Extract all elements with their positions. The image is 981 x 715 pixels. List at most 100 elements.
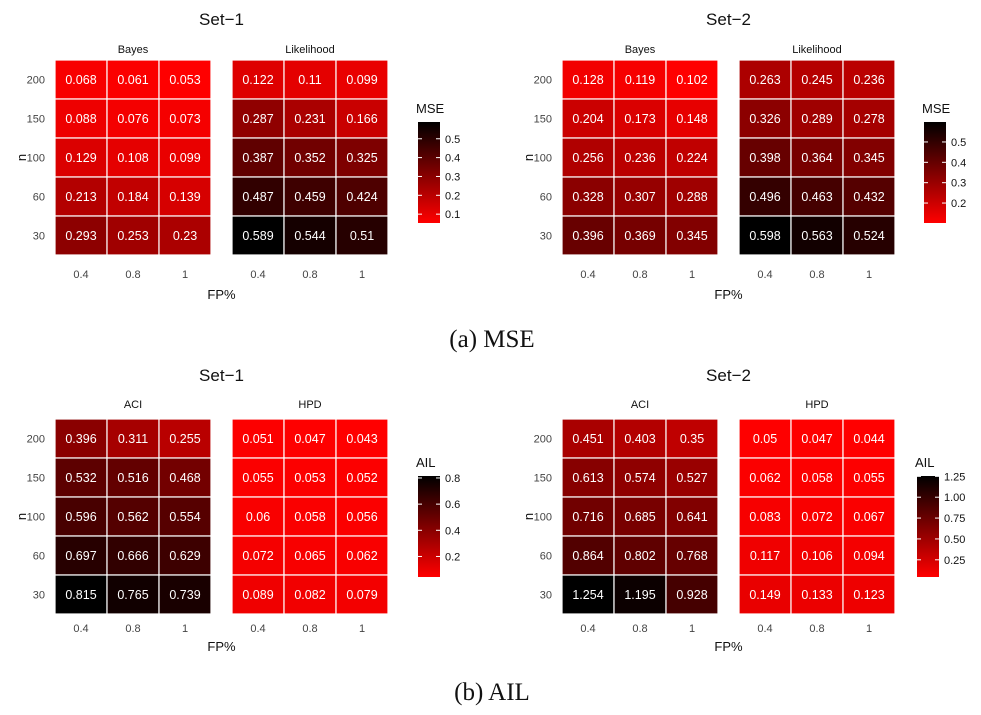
legend-title: AIL — [915, 455, 935, 470]
chart-title: Set−2 — [706, 10, 751, 29]
cell-value-label: 0.052 — [346, 471, 377, 485]
cell-value-label: 0.451 — [572, 432, 603, 446]
cell-value-label: 0.364 — [801, 151, 832, 165]
cell-value-label: 0.51 — [350, 229, 374, 243]
legend-title: AIL — [416, 455, 436, 470]
caption-ail: (b) AIL — [454, 679, 530, 706]
heatmap-cell — [54, 59, 108, 100]
colorbar-tick-label: 0.2 — [445, 551, 460, 563]
x-tick-label: 1 — [359, 269, 365, 281]
cell-value-label: 0.613 — [572, 471, 603, 485]
heatmap-cell — [842, 574, 896, 615]
cell-value-label: 0.35 — [680, 432, 704, 446]
cell-value-label: 0.496 — [749, 190, 780, 204]
heatmap-cell — [790, 137, 844, 178]
heatmap-cell — [283, 215, 337, 256]
cell-value-label: 0.119 — [625, 73, 655, 87]
x-tick-label: 1 — [866, 269, 872, 281]
y-tick-label: 150 — [534, 114, 552, 126]
heatmap-chart-1: Set−1 200 150 100 60 30 n Bayes 0.068 0.061 0.053 0… — [14, 10, 460, 302]
cell-value-label: 0.598 — [749, 229, 780, 243]
cell-value-label: 0.056 — [346, 510, 377, 524]
heatmap-cell — [665, 574, 719, 615]
x-tick-label: 0.4 — [250, 269, 265, 281]
cell-value-label: 0.122 — [242, 73, 273, 87]
cell-value-label: 0.398 — [749, 151, 780, 165]
heatmap-cell — [158, 418, 212, 459]
cell-value-label: 0.864 — [572, 549, 603, 563]
facet-label: HPD — [298, 399, 321, 411]
cell-value-label: 0.117 — [750, 549, 780, 563]
heatmap-cell — [54, 457, 108, 498]
cell-value-label: 0.463 — [801, 190, 832, 204]
cell-value-label: 0.236 — [853, 73, 884, 87]
heatmap-cell — [561, 137, 615, 178]
heatmap-cell — [158, 574, 212, 615]
x-tick-label: 0.8 — [632, 623, 647, 635]
cell-value-label: 0.369 — [624, 229, 655, 243]
cell-value-label: 0.102 — [676, 73, 707, 87]
cell-value-label: 0.123 — [853, 588, 884, 602]
heatmap-cell — [613, 137, 667, 178]
cell-value-label: 0.072 — [242, 549, 273, 563]
heatmap-cell — [106, 418, 160, 459]
heatmap-cell — [335, 457, 389, 498]
heatmap-cell — [283, 137, 337, 178]
cell-value-label: 0.326 — [749, 112, 780, 126]
heatmap-cell — [561, 418, 615, 459]
y-axis-label: n — [14, 154, 29, 161]
facet-panel: Bayes 0.128 0.119 0.102 0.204 0.173 0.148 0.256… — [561, 44, 719, 281]
cell-value-label: 0.328 — [572, 190, 603, 204]
cell-value-label: 0.051 — [242, 432, 273, 446]
facet-panel: Likelihood 0.122 0.11 0.099 0.287 0.231 0.166 0… — [231, 44, 389, 281]
heatmap-cell — [283, 59, 337, 100]
heatmap-chart-2: Set−2 200 150 100 60 30 n Bayes 0.128 0.119 0.102 0… — [521, 10, 966, 302]
cell-value-label: 0.076 — [117, 112, 148, 126]
heatmap-cell — [158, 176, 212, 217]
x-tick-label: 0.8 — [632, 269, 647, 281]
heatmap-cell — [665, 59, 719, 100]
colorbar-legend: MSE 0.5 0.4 0.3 0.2 0.1 — [416, 101, 460, 223]
heatmap-cell — [665, 137, 719, 178]
y-tick-label: 200 — [534, 75, 552, 87]
cell-value-label: 1.195 — [624, 588, 655, 602]
cell-value-label: 0.288 — [676, 190, 707, 204]
heatmap-cell — [231, 59, 285, 100]
facet-label: Likelihood — [792, 44, 842, 56]
y-tick-label: 60 — [33, 551, 45, 563]
cell-value-label: 0.802 — [624, 549, 655, 563]
x-tick-label: 1 — [182, 623, 188, 635]
heatmap-cell — [158, 98, 212, 139]
cell-value-label: 0.562 — [117, 510, 148, 524]
facet-panel: ACI 0.396 0.311 0.255 0.532 0.516 0.468 0.596 0.… — [54, 399, 212, 635]
y-tick-label: 100 — [27, 153, 45, 165]
y-tick-label: 30 — [540, 590, 552, 602]
cell-value-label: 0.524 — [853, 229, 884, 243]
x-tick-label: 0.8 — [125, 269, 140, 281]
cell-value-label: 0.596 — [65, 510, 96, 524]
heatmap-cell — [158, 535, 212, 576]
heatmap-cell — [613, 535, 667, 576]
y-tick-label: 100 — [534, 512, 552, 524]
heatmap-cell — [842, 215, 896, 256]
cell-value-label: 0.043 — [346, 432, 377, 446]
heatmap-cell — [283, 457, 337, 498]
colorbar-tick-label: 0.4 — [951, 157, 966, 169]
cell-value-label: 0.739 — [169, 588, 200, 602]
cell-value-label: 0.345 — [853, 151, 884, 165]
cell-value-label: 0.278 — [853, 112, 884, 126]
heatmap-cell — [842, 535, 896, 576]
x-tick-label: 0.8 — [302, 623, 317, 635]
heatmap-cell — [335, 98, 389, 139]
y-tick-label: 60 — [33, 192, 45, 204]
cell-value-label: 0.589 — [242, 229, 273, 243]
colorbar-tick-label: 0.4 — [445, 525, 460, 537]
colorbar-tick-label: 0.2 — [951, 198, 966, 210]
cell-value-label: 0.263 — [749, 73, 780, 87]
cell-value-label: 0.396 — [65, 432, 96, 446]
heatmap-cell — [842, 496, 896, 537]
heatmap-cell — [665, 98, 719, 139]
x-tick-label: 1 — [689, 623, 695, 635]
cell-value-label: 0.06 — [246, 510, 270, 524]
